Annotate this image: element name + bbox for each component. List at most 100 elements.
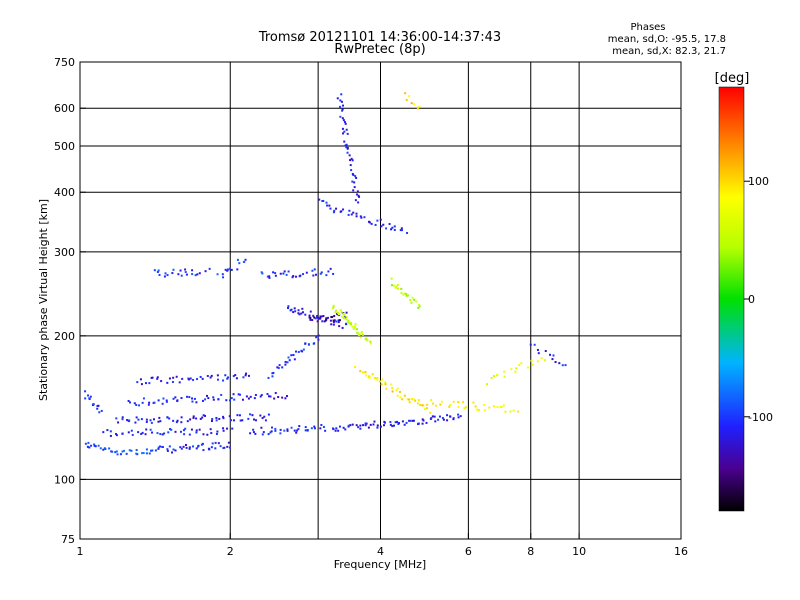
data-point [322, 426, 325, 429]
data-point [316, 314, 319, 317]
data-point [351, 325, 354, 328]
data-point [401, 420, 404, 423]
data-point [188, 447, 191, 450]
data-point [351, 423, 354, 426]
data-point [111, 450, 114, 453]
data-point [156, 377, 159, 380]
data-point [351, 159, 354, 162]
data-point [365, 422, 368, 425]
data-point [368, 376, 371, 379]
data-point [148, 401, 151, 404]
data-point [253, 397, 256, 400]
data-point [416, 402, 419, 405]
data-point [309, 317, 312, 320]
data-point [340, 100, 343, 103]
data-point [131, 433, 134, 436]
data-point [185, 446, 188, 449]
data-point [267, 413, 270, 416]
data-point [342, 313, 345, 316]
data-point [349, 164, 352, 167]
data-point [249, 395, 252, 398]
data-point [357, 333, 360, 336]
data-point [384, 383, 387, 386]
data-point [322, 199, 325, 202]
data-point [345, 318, 348, 321]
data-point [197, 445, 200, 448]
data-point [87, 394, 90, 397]
data-point [211, 442, 214, 445]
data-point [408, 401, 411, 404]
data-point [185, 273, 188, 276]
data-point [356, 331, 359, 334]
data-point [336, 311, 339, 314]
data-point [296, 429, 299, 432]
data-point [167, 431, 170, 434]
data-point [159, 445, 162, 448]
data-point [158, 416, 161, 419]
data-point [180, 274, 183, 277]
data-point [135, 452, 138, 455]
y-axis-label: Stationary phase Virtual Height [km] [37, 199, 50, 401]
data-point [390, 284, 393, 287]
data-point [251, 414, 254, 417]
data-point [128, 449, 131, 452]
data-point [400, 227, 403, 230]
data-point [529, 343, 532, 346]
data-point [236, 258, 239, 261]
data-point [401, 398, 404, 401]
data-point [195, 429, 198, 432]
data-point [336, 97, 339, 100]
data-point [341, 315, 344, 318]
data-point [363, 216, 366, 219]
data-point [149, 419, 152, 422]
data-point [332, 319, 335, 322]
data-point [406, 232, 409, 235]
data-point [348, 209, 351, 212]
data-point [212, 396, 215, 399]
data-point [102, 448, 105, 451]
data-point [531, 363, 534, 366]
data-point [234, 374, 237, 377]
data-point [232, 393, 235, 396]
data-point [332, 323, 335, 326]
data-point [341, 108, 344, 111]
data-point [433, 415, 436, 418]
data-point [350, 157, 353, 160]
data-point [359, 370, 362, 373]
data-point [483, 403, 486, 406]
data-point [238, 414, 241, 417]
data-point [342, 317, 345, 320]
data-point [211, 418, 214, 421]
data-point [346, 132, 349, 135]
data-point [413, 298, 416, 301]
data-point [350, 169, 353, 172]
data-point [176, 419, 179, 422]
data-point [201, 442, 204, 445]
data-point [457, 405, 460, 408]
data-point [558, 362, 561, 365]
data-point [320, 315, 323, 318]
data-point [177, 273, 180, 276]
data-point [121, 418, 124, 421]
data-point [195, 417, 198, 420]
data-point [274, 427, 277, 430]
data-point [301, 350, 304, 353]
data-point [274, 274, 277, 277]
data-point [367, 426, 370, 429]
y-tick-label: 500 [54, 140, 75, 153]
data-point [347, 319, 350, 322]
data-point [325, 317, 328, 320]
data-point [270, 430, 273, 433]
data-point [329, 267, 332, 270]
data-point [352, 189, 355, 192]
data-point [446, 414, 449, 417]
data-point [99, 447, 102, 450]
data-point [274, 429, 277, 432]
data-point [215, 416, 218, 419]
data-point [294, 310, 297, 313]
data-point [172, 397, 175, 400]
data-point [552, 354, 555, 357]
data-point [168, 417, 171, 420]
data-point [127, 431, 130, 434]
